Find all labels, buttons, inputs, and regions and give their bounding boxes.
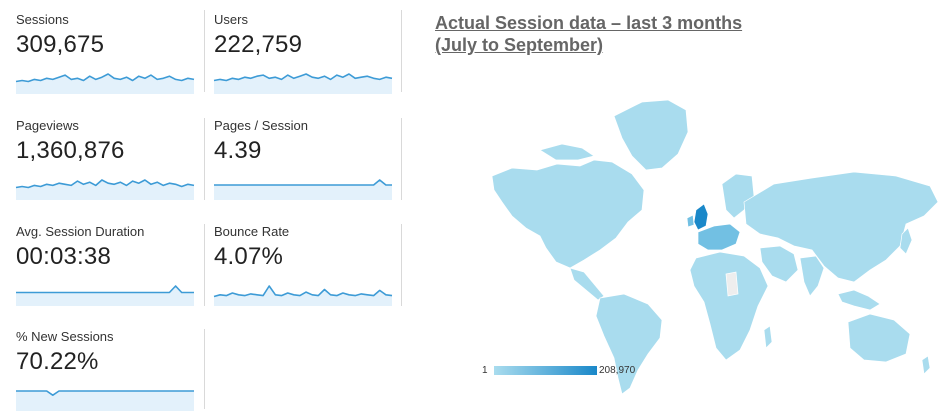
- region-ireland[interactable]: [686, 214, 695, 228]
- column-divider: [204, 224, 205, 306]
- metric-value: 00:03:38: [16, 243, 112, 270]
- metric-pages-per-session[interactable]: Pages / Session 4.39: [214, 118, 399, 218]
- metric-value: 309,675: [16, 31, 105, 58]
- sparkline-line: [213, 285, 393, 298]
- region-uk[interactable]: [693, 203, 709, 231]
- avg-session-duration-sparkline: [16, 285, 194, 306]
- column-divider: [204, 329, 205, 409]
- region-western-europe[interactable]: [697, 223, 741, 251]
- column-divider: [401, 224, 402, 306]
- metric-label: Sessions: [16, 12, 69, 27]
- region-southeast-asia[interactable]: [837, 289, 881, 311]
- sparkline-area: [214, 180, 392, 200]
- map-title-line2: (July to September): [435, 35, 604, 55]
- region-arctic-canada: [539, 143, 595, 161]
- region-north-america[interactable]: [491, 159, 645, 269]
- map-title-line1: Actual Session data – last 3 months: [435, 13, 743, 33]
- metric-pageviews[interactable]: Pageviews 1,360,876: [15, 118, 201, 218]
- metric-bounce-rate[interactable]: Bounce Rate 4.07%: [213, 224, 399, 324]
- pageviews-sparkline: [15, 179, 195, 200]
- region-russia-asia[interactable]: [743, 171, 939, 283]
- users-sparkline: [213, 73, 393, 94]
- region-central-america[interactable]: [569, 267, 605, 301]
- region-no-data: [725, 271, 739, 297]
- sparkline-line: [214, 179, 392, 186]
- metric-value: 222,759: [214, 31, 303, 58]
- map-legend-min: 1: [482, 365, 488, 376]
- region-greenland[interactable]: [613, 99, 689, 171]
- region-south-america[interactable]: [595, 293, 663, 395]
- region-africa[interactable]: [689, 251, 769, 361]
- metric-sessions[interactable]: Sessions 309,675: [15, 12, 201, 112]
- metric-label: Bounce Rate: [214, 224, 290, 239]
- column-divider: [204, 10, 205, 92]
- column-divider: [401, 118, 402, 200]
- metric-label: % New Sessions: [16, 329, 114, 344]
- sparkline-area: [16, 180, 194, 200]
- map-title: Actual Session data – last 3 months (Jul…: [435, 12, 742, 56]
- pages-per-session-sparkline: [214, 179, 392, 200]
- sparkline-line: [16, 285, 194, 294]
- sparkline-area: [16, 286, 194, 306]
- sparkline-area: [214, 286, 392, 306]
- region-new-zealand: [921, 355, 931, 375]
- bounce-rate-sparkline: [213, 285, 393, 306]
- metric-value: 4.07%: [214, 243, 284, 270]
- sparkline-area: [16, 391, 194, 411]
- metric-users[interactable]: Users 222,759: [213, 12, 399, 112]
- sparkline-area: [16, 74, 194, 94]
- region-madagascar: [763, 325, 773, 349]
- column-divider: [401, 10, 402, 92]
- sparkline-line: [16, 390, 194, 396]
- column-divider: [204, 118, 205, 200]
- map-legend-gradient: [494, 366, 597, 375]
- metric-value: 70.22%: [16, 348, 99, 375]
- metric-value: 1,360,876: [16, 137, 125, 164]
- metric-label: Pages / Session: [214, 118, 308, 133]
- region-india[interactable]: [799, 255, 825, 297]
- metric-new-sessions[interactable]: % New Sessions 70.22%: [16, 329, 201, 411]
- map-legend-max: 208,970: [599, 365, 636, 376]
- metric-label: Users: [214, 12, 248, 27]
- sparkline-line: [15, 73, 195, 83]
- metric-value: 4.39: [214, 137, 262, 164]
- metric-label: Avg. Session Duration: [16, 224, 145, 239]
- metric-label: Pageviews: [16, 118, 79, 133]
- region-australia[interactable]: [847, 313, 911, 363]
- sessions-sparkline: [15, 73, 195, 94]
- sparkline-line: [15, 179, 195, 189]
- new-sessions-sparkline: [16, 390, 194, 411]
- sparkline-area: [214, 74, 392, 94]
- sparkline-line: [213, 73, 393, 82]
- region-japan: [899, 227, 913, 255]
- region-middle-east[interactable]: [759, 245, 799, 283]
- metric-avg-session-duration[interactable]: Avg. Session Duration 00:03:38: [16, 224, 201, 324]
- world-sessions-map[interactable]: [482, 98, 940, 398]
